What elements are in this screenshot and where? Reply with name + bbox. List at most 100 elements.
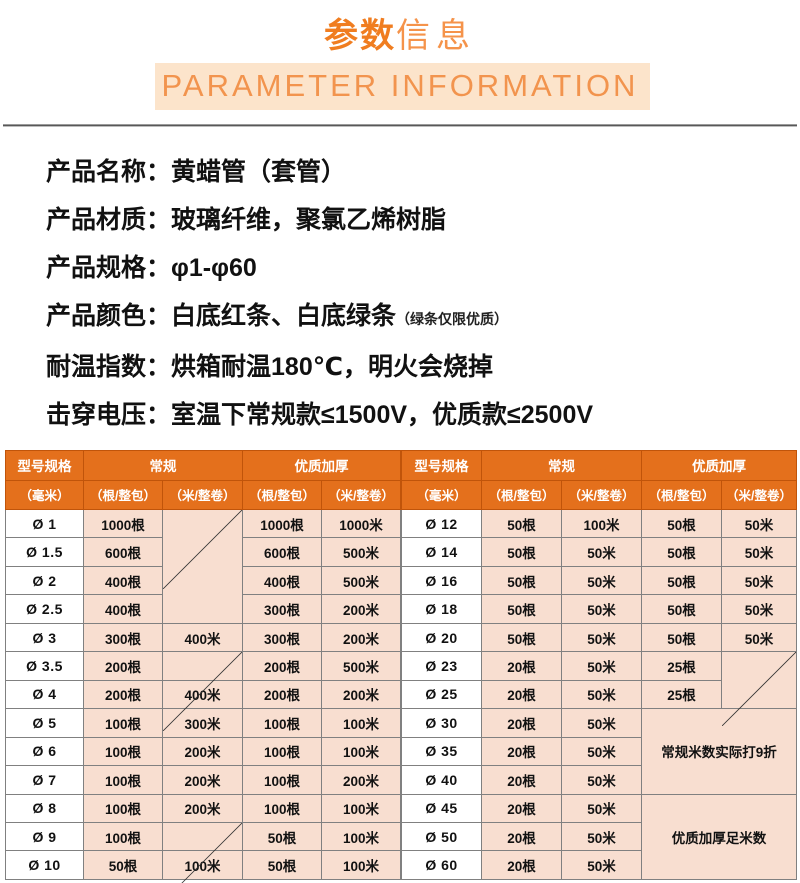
cell-model: Ø 40 bbox=[401, 765, 482, 795]
cell-pre-pack: 400根 bbox=[242, 565, 322, 596]
cell-std-pack: 1000根 bbox=[83, 508, 163, 539]
spec-table-right: 型号规格 常规 优质加厚 （毫米） （根/整包） （米/整卷） （根/整包） （… bbox=[401, 450, 797, 881]
cell-std-pack: 20根 bbox=[481, 850, 562, 880]
table-row: Ø 8 100根 200米 100根 100米 bbox=[5, 793, 401, 823]
cell-pre-pack: 100根 bbox=[242, 765, 322, 795]
cell-model: Ø 20 bbox=[401, 622, 482, 653]
cell-pre-roll: 50米 bbox=[721, 622, 797, 653]
cell-pre-pack: 200根 bbox=[242, 651, 322, 681]
cell-model: Ø 4 bbox=[5, 679, 84, 710]
cell-std-pack: 20根 bbox=[481, 793, 562, 823]
spec-row-size: 产品规格：φ1-φ60 bbox=[46, 244, 786, 292]
cell-std-pack: 100根 bbox=[83, 821, 163, 852]
cell-pre-pack: 100根 bbox=[242, 708, 322, 738]
th-premium-per-pack: （根/整包） bbox=[242, 479, 322, 510]
cell-model: Ø 18 bbox=[401, 594, 482, 624]
specification-tables: 型号规格 常规 优质加厚 （毫米） （根/整包） （米/整卷） （根/整包） （… bbox=[5, 450, 797, 881]
th-model-unit: （毫米） bbox=[5, 479, 84, 510]
cell-std-roll: 50米 bbox=[561, 736, 642, 767]
table-row: Ø 7 100根 200米 100根 200米 bbox=[5, 765, 401, 795]
cell-std-roll: 50米 bbox=[561, 537, 642, 567]
cell-pre-pack: 50根 bbox=[641, 508, 722, 539]
cell-std-roll: 50米 bbox=[561, 679, 642, 710]
cell-pre-pack: 50根 bbox=[242, 850, 322, 880]
cell-model: Ø 14 bbox=[401, 537, 482, 567]
cell-model: Ø 3 bbox=[5, 622, 84, 653]
cell-model: Ø 1.5 bbox=[5, 537, 84, 567]
cell-std-roll: 200米 bbox=[162, 793, 243, 823]
cell-model: Ø 16 bbox=[401, 565, 482, 596]
th-standard-per-roll: （米/整卷） bbox=[162, 479, 243, 510]
cell-std-pack: 50根 bbox=[481, 622, 562, 653]
diagonal-slash-icon bbox=[163, 510, 242, 589]
th-standard-per-pack: （根/整包） bbox=[481, 479, 562, 510]
cell-std-pack: 20根 bbox=[481, 736, 562, 767]
cell-std-pack: 100根 bbox=[83, 765, 163, 795]
cell-model: Ø 8 bbox=[5, 793, 84, 823]
cell-pre-roll: 100米 bbox=[321, 708, 401, 738]
table-row: Ø 12 50根 100米 50根 50米 bbox=[401, 508, 797, 539]
cell-pre-roll: 200米 bbox=[321, 622, 401, 653]
diagonal-slash-icon bbox=[163, 823, 242, 883]
spec-label: 产品名称： bbox=[46, 158, 172, 186]
spec-label: 产品颜色： bbox=[46, 302, 172, 330]
cell-std-pack: 100根 bbox=[83, 736, 163, 767]
cell-model: Ø 12 bbox=[401, 508, 482, 539]
cell-model: Ø 6 bbox=[5, 736, 84, 767]
spec-value: 烘箱耐温180℃，明火会烧掉 bbox=[171, 353, 494, 381]
table-row: Ø 20 50根 50米 50根 50米 bbox=[401, 622, 797, 653]
table-row: Ø 6 100根 200米 100根 100米 bbox=[5, 736, 401, 767]
cell-pre-roll: 500米 bbox=[321, 537, 401, 567]
cell-std-pack: 600根 bbox=[83, 537, 163, 567]
th-model-unit: （毫米） bbox=[401, 479, 482, 510]
th-standard: 常规 bbox=[481, 450, 642, 481]
cell-merged-note-premium: 优质加厚足米数 bbox=[641, 793, 797, 881]
cell-std-roll-empty-diagonal bbox=[162, 509, 243, 624]
cell-std-roll: 50米 bbox=[561, 622, 642, 653]
spec-label: 耐温指数： bbox=[46, 353, 172, 381]
cell-pre-roll: 100米 bbox=[321, 736, 401, 767]
cell-std-roll: 100米 bbox=[561, 508, 642, 539]
table-header-row-1: 型号规格 常规 优质加厚 bbox=[401, 450, 797, 481]
cell-std-roll-empty-diagonal bbox=[162, 821, 243, 850]
cell-model: Ø 60 bbox=[401, 850, 482, 880]
cell-std-pack: 400根 bbox=[83, 565, 163, 596]
cell-std-pack: 50根 bbox=[481, 537, 562, 567]
cell-std-pack: 50根 bbox=[83, 850, 163, 880]
th-premium: 优质加厚 bbox=[242, 450, 401, 481]
cell-std-roll: 50米 bbox=[561, 708, 642, 738]
cell-model: Ø 2 bbox=[5, 565, 84, 596]
table-row: Ø 18 50根 50米 50根 50米 bbox=[401, 594, 797, 624]
cell-std-pack: 20根 bbox=[481, 708, 562, 738]
table-row: Ø 35 20根 50米 bbox=[401, 736, 797, 767]
table-row: Ø 30 20根 50米 常规米数实际打9折 bbox=[401, 708, 797, 795]
diagonal-slash-icon bbox=[163, 652, 242, 731]
table-row: Ø 1 1000根 1000根 1000米 bbox=[5, 508, 401, 624]
spec-row-material: 产品材质：玻璃纤维，聚氯乙烯树脂 bbox=[46, 196, 786, 244]
cell-pre-pack: 50根 bbox=[641, 537, 722, 567]
cell-model: Ø 50 bbox=[401, 821, 482, 852]
cell-pre-pack: 50根 bbox=[242, 821, 322, 852]
cell-std-pack: 50根 bbox=[481, 594, 562, 624]
cell-std-roll: 100米 bbox=[162, 850, 243, 880]
table-header-row-2: （毫米） （根/整包） （米/整卷） （根/整包） （米/整卷） bbox=[5, 479, 401, 510]
spec-row-color: 产品颜色：白底红条、白底绿条（绿条仅限优质） bbox=[46, 292, 786, 343]
cell-model: Ø 10 bbox=[5, 850, 84, 880]
table-row: Ø 2 400根 400根 500米 bbox=[5, 565, 401, 596]
page-title-cn-light: 信息 bbox=[396, 17, 476, 55]
cell-model: Ø 3.5 bbox=[5, 651, 84, 681]
cell-pre-roll: 100米 bbox=[321, 821, 401, 852]
cell-std-roll: 50米 bbox=[561, 765, 642, 795]
cell-pre-pack: 50根 bbox=[641, 622, 722, 653]
cell-std-pack: 50根 bbox=[481, 565, 562, 596]
cell-pre-pack: 25根 bbox=[641, 651, 722, 681]
table-row: Ø 40 20根 50米 bbox=[401, 765, 797, 795]
cell-model: Ø 9 bbox=[5, 821, 84, 852]
cell-pre-roll: 500米 bbox=[321, 651, 401, 681]
cell-std-roll: 50米 bbox=[561, 594, 642, 624]
spec-value: φ1-φ60 bbox=[171, 254, 257, 282]
cell-model: Ø 5 bbox=[5, 708, 84, 738]
page-title-cn-bold: 参数 bbox=[324, 17, 396, 55]
cell-model: Ø 2.5 bbox=[5, 594, 84, 624]
cell-std-roll: 50米 bbox=[561, 565, 642, 596]
